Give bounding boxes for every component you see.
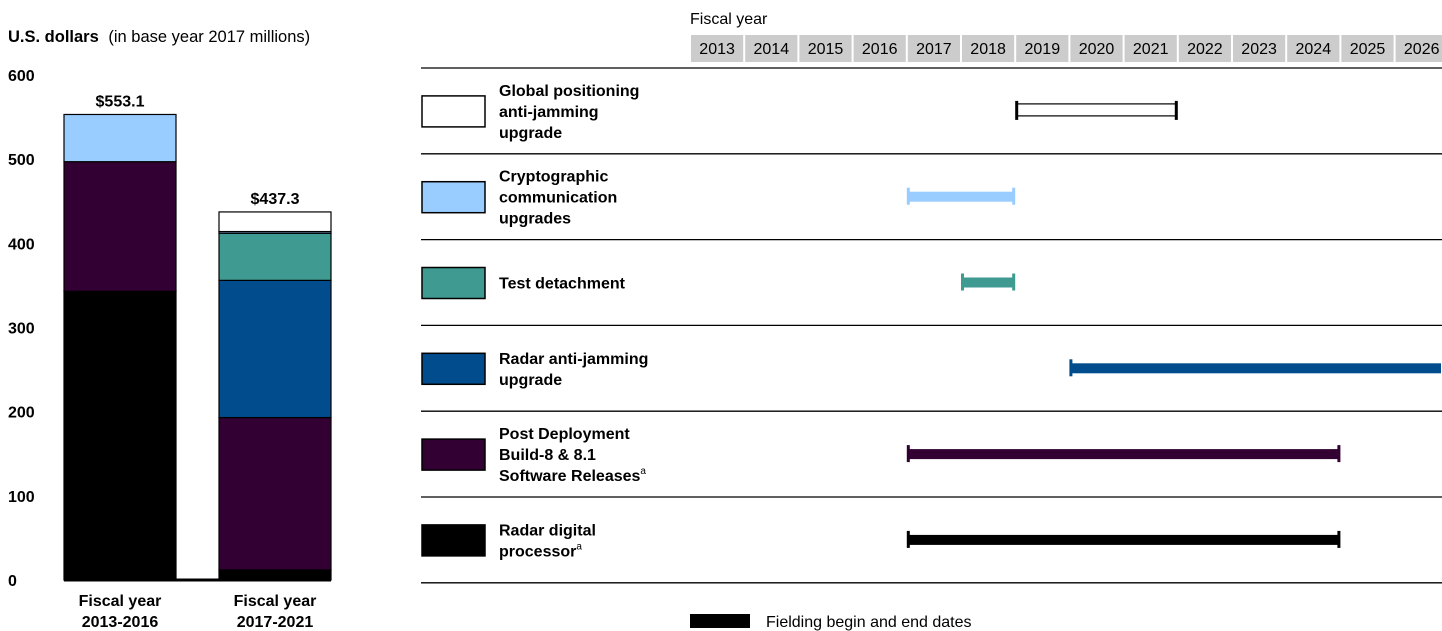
year-cell — [1341, 35, 1394, 62]
bar-segment — [63, 113, 177, 163]
fielding-begin-tick — [1069, 359, 1073, 377]
row-label: Test detachment — [499, 276, 626, 293]
row-label: anti-jamming — [499, 104, 599, 121]
x-tick-label: Fiscal year — [234, 593, 317, 610]
fielding-bar — [1070, 363, 1441, 374]
y-tick-label: 100 — [8, 489, 35, 506]
bar-segment — [218, 416, 332, 571]
fielding-end-tick — [1012, 187, 1016, 205]
fielding-bar — [907, 191, 1015, 202]
stacked-bar-chart: 0 100 200 300 400 500 600 $553.1 Fiscal year 2013… — [8, 68, 332, 631]
fielding-end-tick — [1337, 445, 1341, 463]
y-tick-label: 200 — [8, 405, 35, 422]
row-label: processora — [499, 541, 582, 560]
y-tick-label: 400 — [8, 236, 35, 253]
year-label: 2014 — [754, 41, 790, 58]
year-label: 2026 — [1404, 41, 1440, 58]
row-label: upgrade — [499, 125, 562, 142]
row-label: Radar anti-jamming — [499, 351, 648, 368]
y-tick-label: 0 — [8, 573, 17, 590]
row-swatch — [421, 266, 486, 300]
year-cell — [962, 35, 1015, 62]
fielding-bar — [962, 277, 1015, 288]
bar-segment — [218, 569, 332, 581]
gantt-axis-title: Fiscal year — [690, 11, 768, 28]
row-swatch — [421, 95, 486, 128]
bar-total-label: $437.3 — [251, 191, 300, 208]
year-cell — [1070, 35, 1123, 62]
x-tick-label: Fiscal year — [79, 593, 162, 610]
fielding-end-tick — [1174, 100, 1178, 120]
row-label: Global positioning — [499, 83, 639, 100]
bar-segment — [218, 211, 332, 233]
row-swatch — [421, 438, 486, 471]
row-label: Software Releasesa — [499, 466, 646, 485]
bar-total-label: $553.1 — [96, 93, 145, 110]
year-cell — [691, 35, 744, 62]
bar-ylabel: U.S. dollars (in base year 2017 millions… — [8, 28, 310, 46]
legend-swatch — [690, 614, 750, 628]
fielding-begin-tick — [961, 273, 964, 291]
fielding-begin-tick — [906, 530, 910, 548]
year-cell — [1124, 35, 1177, 62]
row-swatch — [421, 352, 486, 386]
y-tick-label: 600 — [8, 68, 35, 85]
fielding-begin-tick — [1015, 100, 1019, 120]
bar-segment — [218, 232, 332, 281]
row-label: communication — [499, 190, 617, 207]
fielding-bar — [907, 534, 1340, 545]
year-cell — [1395, 35, 1442, 62]
row-label: Cryptographic — [499, 169, 608, 186]
row-label: Post Deployment — [499, 426, 630, 443]
year-cell — [853, 35, 906, 62]
x-tick-label: 2017-2021 — [237, 614, 314, 631]
year-label: 2025 — [1350, 41, 1386, 58]
year-label: 2023 — [1241, 41, 1277, 58]
fielding-end-tick — [1337, 530, 1341, 548]
fielding-begin-tick — [906, 445, 910, 463]
bar-ylabel-note: (in base year 2017 millions) — [108, 28, 310, 46]
legend-label: Fielding begin and end dates — [766, 614, 972, 631]
fielding-end-tick — [1012, 273, 1016, 291]
bar-segment — [63, 161, 177, 292]
row-label: Build-8 & 8.1 — [499, 447, 596, 464]
bar-segment — [63, 290, 177, 581]
year-label: 2017 — [916, 41, 952, 58]
fielding-bar — [1015, 103, 1178, 117]
year-cell — [1287, 35, 1340, 62]
year-cell — [1016, 35, 1069, 62]
year-label: 2018 — [970, 41, 1006, 58]
row-swatch — [421, 524, 486, 557]
x-tick-label: 2013-2016 — [82, 614, 159, 631]
fielding-timeline: 2013 2014 2015 2016 2017 2018 2019 2020 2021 2022… — [421, 35, 1442, 584]
year-label: 2015 — [808, 41, 844, 58]
year-cell — [1178, 35, 1231, 62]
row-label: Radar digital — [499, 522, 596, 539]
bar-ylabel-bold: U.S. dollars — [8, 28, 99, 46]
year-label: 2021 — [1133, 41, 1169, 58]
year-label: 2016 — [862, 41, 898, 58]
row-label: upgrades — [499, 211, 571, 228]
year-label: 2024 — [1296, 41, 1332, 58]
row-swatch — [421, 180, 486, 214]
year-label: 2013 — [699, 41, 735, 58]
year-cell — [907, 35, 960, 62]
y-tick-label: 500 — [8, 152, 35, 169]
year-cell — [745, 35, 798, 62]
year-label: 2022 — [1187, 41, 1223, 58]
legend: Fielding begin and end dates — [690, 614, 972, 631]
year-label: 2020 — [1079, 41, 1115, 58]
year-label: 2019 — [1025, 41, 1061, 58]
year-cell — [1233, 35, 1286, 62]
fielding-begin-tick — [906, 187, 910, 205]
fielding-bar — [907, 449, 1340, 460]
y-tick-label: 300 — [8, 321, 35, 338]
row-label: upgrade — [499, 372, 562, 389]
bar-segment — [218, 279, 332, 419]
year-cell — [799, 35, 852, 62]
